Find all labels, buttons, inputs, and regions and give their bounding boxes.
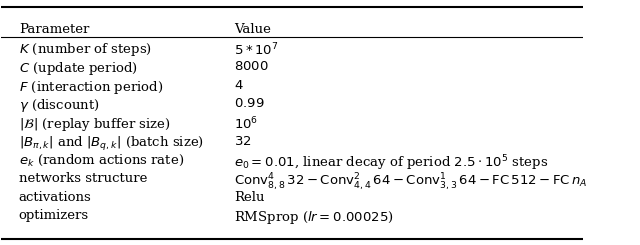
Text: $8000$: $8000$: [234, 60, 269, 73]
Text: $\gamma$ (discount): $\gamma$ (discount): [19, 97, 99, 114]
Text: $|B_{\pi,k}|$ and $|B_{q,k}|$ (batch size): $|B_{\pi,k}|$ and $|B_{q,k}|$ (batch siz…: [19, 135, 204, 153]
Text: Value: Value: [234, 23, 271, 36]
Text: activations: activations: [19, 191, 92, 204]
Text: networks structure: networks structure: [19, 172, 147, 185]
Text: $32$: $32$: [234, 135, 252, 147]
Text: Relu: Relu: [234, 191, 264, 204]
Text: Parameter: Parameter: [19, 23, 89, 36]
Text: $e_k$ (random actions rate): $e_k$ (random actions rate): [19, 153, 184, 169]
Text: $C$ (update period): $C$ (update period): [19, 60, 138, 77]
Text: $e_0 = 0.01$, linear decay of period $2.5 \cdot 10^5$ steps: $e_0 = 0.01$, linear decay of period $2.…: [234, 153, 548, 173]
Text: $|\mathcal{B}|$ (replay buffer size): $|\mathcal{B}|$ (replay buffer size): [19, 116, 170, 133]
Text: $4$: $4$: [234, 79, 244, 92]
Text: $5 * 10^7$: $5 * 10^7$: [234, 41, 278, 58]
Text: RMSprop ($lr = 0.00025$): RMSprop ($lr = 0.00025$): [234, 209, 394, 226]
Text: optimizers: optimizers: [19, 209, 89, 222]
Text: $10^6$: $10^6$: [234, 116, 258, 133]
Text: $F$ (interaction period): $F$ (interaction period): [19, 79, 163, 96]
Text: $K$ (number of steps): $K$ (number of steps): [19, 41, 152, 58]
Text: $0.99$: $0.99$: [234, 97, 264, 110]
Text: $\mathrm{Conv}^4_{8,8}\,32 - \mathrm{Conv}^2_{4,4}\,64 - \mathrm{Conv}^1_{3,3}\,: $\mathrm{Conv}^4_{8,8}\,32 - \mathrm{Con…: [234, 172, 588, 193]
